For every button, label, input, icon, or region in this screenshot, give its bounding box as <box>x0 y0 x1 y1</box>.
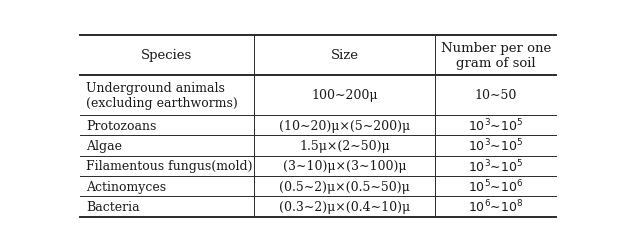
Text: Underground animals
(excluding earthworms): Underground animals (excluding earthworm… <box>86 82 238 110</box>
Text: Filamentous fungus(mold): Filamentous fungus(mold) <box>86 160 252 172</box>
Text: $10^5$∼$10^6$: $10^5$∼$10^6$ <box>468 178 524 194</box>
Text: (10∼20)μ×(5∼200)μ: (10∼20)μ×(5∼200)μ <box>279 119 410 132</box>
Text: $10^3$∼$10^5$: $10^3$∼$10^5$ <box>468 158 524 174</box>
Text: 100∼200μ: 100∼200μ <box>311 89 378 102</box>
Text: (3∼10)μ×(3∼100)μ: (3∼10)μ×(3∼100)μ <box>283 160 406 172</box>
Text: Species: Species <box>142 49 193 62</box>
Text: $10^6$∼$10^8$: $10^6$∼$10^8$ <box>468 198 524 215</box>
Text: 10∼50: 10∼50 <box>474 89 517 102</box>
Text: Protozoans: Protozoans <box>86 119 156 132</box>
Text: Algae: Algae <box>86 139 122 152</box>
Text: 1.5μ×(2∼50)μ: 1.5μ×(2∼50)μ <box>299 139 390 152</box>
Text: $10^3$∼$10^5$: $10^3$∼$10^5$ <box>468 138 524 154</box>
Text: $10^3$∼$10^5$: $10^3$∼$10^5$ <box>468 117 524 134</box>
Text: (0.5∼2)μ×(0.5∼50)μ: (0.5∼2)μ×(0.5∼50)μ <box>279 180 410 193</box>
Text: Bacteria: Bacteria <box>86 200 140 213</box>
Text: Number per one
gram of soil: Number per one gram of soil <box>441 42 551 70</box>
Text: (0.3∼2)μ×(0.4∼10)μ: (0.3∼2)μ×(0.4∼10)μ <box>279 200 410 213</box>
Text: Size: Size <box>330 49 358 62</box>
Text: Actinomyces: Actinomyces <box>86 180 166 193</box>
